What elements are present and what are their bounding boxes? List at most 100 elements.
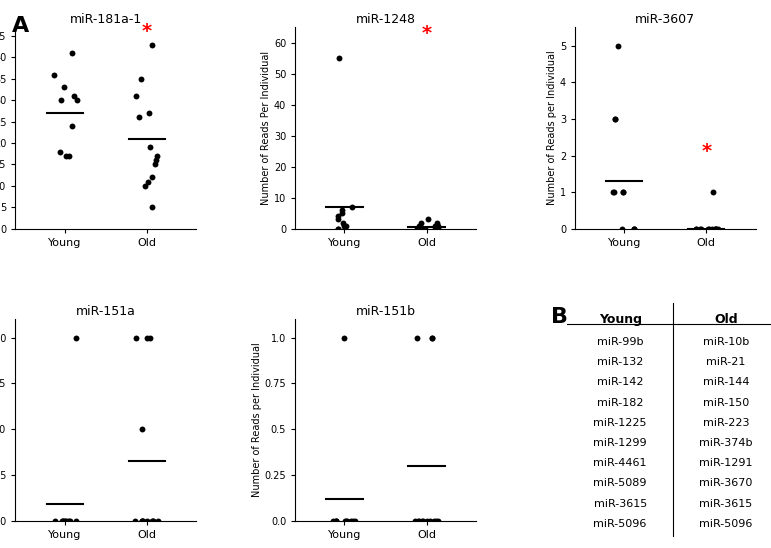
Point [432,224,444,233]
Text: miR-1299: miR-1299 [594,438,647,448]
Point [330,516,342,525]
Point [149,160,161,169]
Point [336,206,348,214]
Point [332,224,344,233]
Y-axis label: Number of Reads Per Individual: Number of Reads Per Individual [261,51,271,205]
Point [136,425,148,433]
Point [429,221,441,230]
Text: miR-142: miR-142 [597,378,644,387]
Point [146,203,158,212]
Point [338,333,351,342]
Point [712,224,725,233]
Point [710,224,722,233]
Text: miR-1291: miR-1291 [699,458,752,469]
Point [333,54,345,63]
Text: miR-374b: miR-374b [699,438,752,448]
Point [69,333,82,342]
Point [146,173,159,182]
Point [130,92,142,100]
Text: miR-3670: miR-3670 [699,478,752,488]
Point [628,224,640,233]
Point [48,70,60,79]
Point [146,40,158,49]
Point [628,224,640,233]
Point [348,516,361,525]
Point [413,516,426,525]
Point [147,516,160,525]
Point [339,221,352,230]
Point [702,224,714,233]
Point [690,224,702,233]
Title: miR-3607: miR-3607 [635,13,695,26]
Text: miR-5089: miR-5089 [594,478,647,488]
Point [63,516,76,525]
Point [428,516,440,525]
Point [68,92,80,100]
Point [130,333,142,342]
Point [341,516,353,525]
Point [332,224,344,233]
Point [335,209,348,218]
Point [690,224,702,233]
Point [146,516,158,525]
Point [71,96,83,105]
Text: *: * [702,142,712,161]
Point [618,188,630,197]
Point [424,516,436,525]
Point [609,115,621,123]
Y-axis label: Number of Reads per Individual: Number of Reads per Individual [252,342,262,498]
Point [150,156,163,164]
Text: *: * [142,22,152,41]
Point [608,188,620,197]
Title: miR-1248: miR-1248 [355,13,416,26]
Point [429,516,442,525]
Point [707,188,719,197]
Point [347,516,359,525]
Point [332,215,344,224]
Point [411,224,423,233]
Text: miR-5096: miR-5096 [699,519,752,529]
Point [709,224,722,233]
Point [430,221,443,230]
Text: B: B [551,307,568,327]
Point [415,218,427,227]
Point [133,113,146,122]
Point [617,188,629,197]
Text: miR-223: miR-223 [702,418,749,428]
Text: miR-3615: miR-3615 [594,499,647,509]
Point [151,151,163,160]
Point [329,516,342,525]
Point [64,516,76,525]
Point [412,221,425,230]
Point [141,516,153,525]
Point [147,516,160,525]
Point [59,516,71,525]
Point [345,203,358,212]
Point [422,215,434,224]
Point [415,224,427,233]
Point [141,333,153,342]
Point [332,212,344,221]
Point [70,516,82,525]
Point [429,224,441,233]
Point [426,333,438,342]
Point [57,516,69,525]
Point [56,516,69,525]
Point [411,333,423,342]
Point [345,516,357,525]
Title: miR-151a: miR-151a [76,305,136,318]
Point [134,75,146,83]
Point [53,147,66,156]
Point [709,224,721,233]
Point [136,516,149,525]
Point [339,516,352,525]
Text: Young: Young [599,313,641,327]
Point [49,516,61,525]
Title: miR-151b: miR-151b [355,305,416,318]
Text: miR-5096: miR-5096 [594,519,647,529]
Point [136,516,148,525]
Point [409,516,421,525]
Point [143,333,156,342]
Point [60,151,72,160]
Point [338,221,350,230]
